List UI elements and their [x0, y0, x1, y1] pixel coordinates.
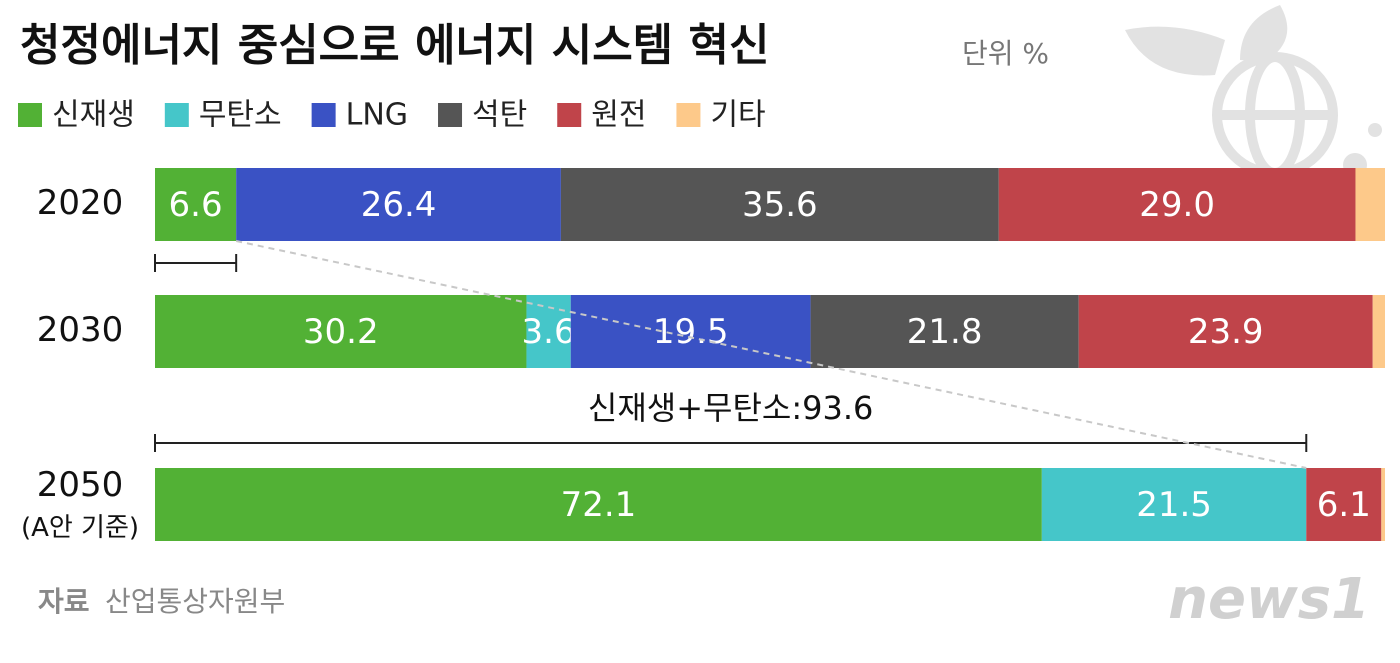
- source: 산업통상자원부: [105, 585, 285, 618]
- value-label: 6.1: [1317, 485, 1371, 525]
- bar-segment: [810, 295, 1079, 368]
- legend-swatch: [311, 103, 336, 127]
- value-label: 21.8: [907, 312, 983, 352]
- unit-label: 단위 %: [962, 37, 1049, 70]
- value-label: 21.5: [1136, 485, 1212, 525]
- value-label: 6.6: [169, 185, 223, 225]
- bar-segment: [998, 168, 1356, 241]
- legend-label: LNG: [346, 98, 408, 133]
- legend-label: 석탄: [472, 98, 527, 133]
- value-label: 30.2: [303, 312, 379, 352]
- bar-segment: [1306, 468, 1382, 541]
- category-label: 2050: [37, 465, 124, 505]
- value-label: 23.9: [1188, 312, 1264, 352]
- value-label: 72.1: [561, 485, 637, 525]
- category-label: 2030: [37, 310, 124, 350]
- category-sublabel: (A안 기준): [21, 513, 139, 543]
- legend-swatch: [164, 103, 189, 127]
- bar-segment: [1372, 295, 1385, 368]
- value-label: 35.6: [742, 185, 818, 225]
- legend-swatch: [438, 103, 463, 127]
- bar-segment: [1078, 295, 1373, 368]
- chart-title: 청정에너지 중심으로 에너지 시스템 혁신: [20, 20, 769, 71]
- value-label: 19.5: [653, 312, 729, 352]
- source-label: 자료: [38, 585, 90, 618]
- legend-swatch: [557, 103, 582, 127]
- bar-segment: [570, 295, 811, 368]
- annotation: 신재생+무탄소:93.6: [588, 389, 873, 427]
- bar-segment: [155, 168, 237, 241]
- bar-segment: [1355, 168, 1385, 241]
- bar-segment: [1041, 468, 1307, 541]
- value-label: 3.6: [522, 312, 576, 352]
- legend-label: 신재생: [52, 98, 135, 133]
- legend-swatch: [18, 103, 42, 127]
- bar-segment: [560, 168, 999, 241]
- legend-label: 기타: [710, 98, 765, 133]
- legend-swatch: [676, 103, 701, 127]
- category-label: 2020: [37, 183, 124, 223]
- globe-decoration: [1125, 5, 1382, 178]
- bar-segment: [1381, 468, 1385, 541]
- legend-label: 원전: [591, 98, 646, 133]
- legend-label: 무탄소: [199, 98, 282, 133]
- bar-segment: [236, 168, 561, 241]
- bar-segment: [155, 295, 527, 368]
- value-label: 29.0: [1139, 185, 1215, 225]
- value-label: 26.4: [361, 185, 437, 225]
- logo: news1: [1168, 567, 1370, 632]
- bar-segment: [155, 468, 1042, 541]
